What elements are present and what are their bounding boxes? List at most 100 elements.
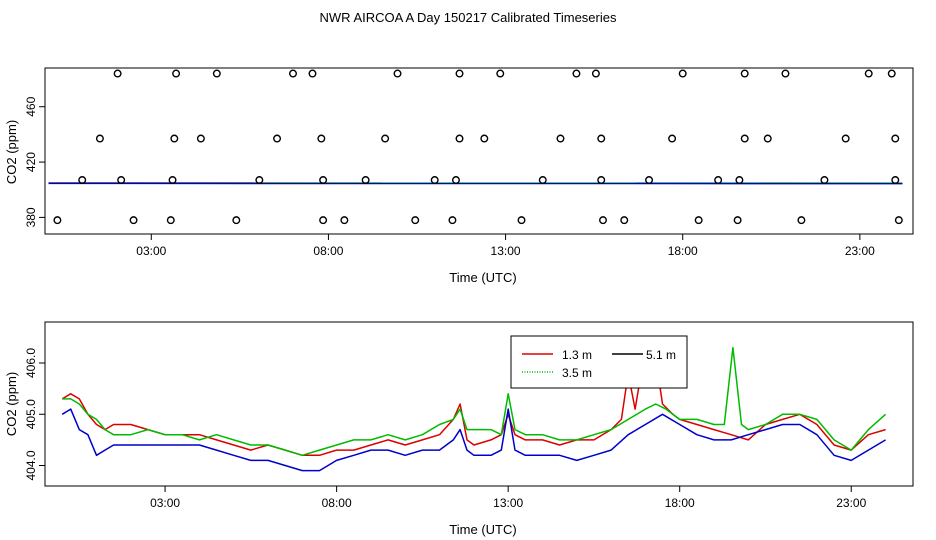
- top-x-tick-label: 23:00: [845, 244, 875, 258]
- bottom-series-1-3-m: [61, 357, 886, 457]
- outlier-point: [393, 69, 402, 78]
- outlier-point: [820, 176, 829, 185]
- top-y-tick-label: 420: [24, 152, 38, 172]
- outlier-point: [53, 216, 62, 225]
- top-plot-frame: [44, 67, 914, 235]
- bottom-panel: 404.0 405.0 406.0 03:00 08:00 13:00 18:00 23:0…: [4, 321, 914, 537]
- bottom-y-tick-label: 406.0: [24, 348, 38, 378]
- outlier-point: [891, 134, 900, 143]
- bottom-series-3-5-m: [62, 346, 887, 457]
- outlier-point: [455, 69, 464, 78]
- top-y-axis: 380 420 460: [24, 96, 45, 227]
- top-x-tick-label: 03:00: [136, 244, 166, 258]
- outlier-point: [735, 176, 744, 185]
- bottom-x-axis-title: Time (UTC): [449, 522, 516, 537]
- top-x-tick-label: 18:00: [668, 244, 698, 258]
- outlier-point: [597, 176, 606, 185]
- outlier-point: [841, 134, 850, 143]
- outlier-point: [212, 69, 221, 78]
- bottom-y-axis-title: CO2 (ppm): [4, 372, 19, 436]
- legend: 1.3 m 5.1 m 3.5 m: [510, 335, 688, 389]
- outlier-point: [763, 134, 772, 143]
- bottom-x-tick-label: 18:00: [665, 496, 695, 510]
- bottom-x-axis: 03:00 08:00 13:00 18:00 23:00: [150, 486, 867, 510]
- outlier-point: [733, 216, 742, 225]
- outlier-point: [129, 216, 138, 225]
- outlier-point: [797, 216, 806, 225]
- outlier-point: [317, 134, 326, 143]
- outlier-point: [714, 176, 723, 185]
- outlier-point: [894, 216, 903, 225]
- outlier-point: [289, 69, 298, 78]
- outlier-point: [678, 69, 687, 78]
- bottom-y-tick-label: 404.0: [24, 450, 38, 480]
- top-y-tick-label: 380: [24, 207, 38, 227]
- legend-label-1-3m: 1.3 m: [562, 348, 592, 362]
- outlier-point: [78, 176, 87, 185]
- outlier-point: [556, 134, 565, 143]
- outlier-point: [319, 216, 328, 225]
- outlier-point: [496, 69, 505, 78]
- outlier-point: [887, 69, 896, 78]
- bottom-series-lines: [61, 346, 887, 472]
- top-x-tick-label: 08:00: [313, 244, 343, 258]
- outlier-point: [319, 176, 328, 185]
- bottom-y-axis: 404.0 405.0 406.0: [24, 348, 45, 481]
- outlier-point: [381, 134, 390, 143]
- top-x-axis: 03:00 08:00 13:00 18:00 23:00: [136, 234, 875, 258]
- outlier-point: [308, 69, 317, 78]
- top-series-lines: [48, 182, 903, 185]
- bottom-x-tick-label: 23:00: [836, 496, 866, 510]
- outlier-point: [591, 69, 600, 78]
- outlier-point: [168, 176, 177, 185]
- outlier-point: [517, 216, 526, 225]
- outlier-point: [255, 176, 264, 185]
- bottom-x-tick-label: 03:00: [150, 496, 180, 510]
- outlier-point: [891, 176, 900, 185]
- outlier-point: [196, 134, 205, 143]
- outlier-point: [740, 69, 749, 78]
- outlier-point: [273, 134, 282, 143]
- legend-label-5-1m: 5.1 m: [646, 348, 676, 362]
- top-panel: 380 420 460 03:00 08:00 13:00 18:00 23:00 Time…: [4, 67, 914, 285]
- bottom-series-5-1-m: [61, 408, 886, 472]
- outlier-point: [599, 216, 608, 225]
- outlier-point: [448, 216, 457, 225]
- top-y-axis-title: CO2 (ppm): [4, 120, 19, 184]
- outlier-point: [166, 216, 175, 225]
- outlier-point: [864, 69, 873, 78]
- outlier-point: [538, 176, 547, 185]
- top-outlier-points: [53, 69, 903, 225]
- outlier-point: [361, 176, 370, 185]
- outlier-point: [668, 134, 677, 143]
- top-x-axis-title: Time (UTC): [449, 270, 516, 285]
- bottom-x-tick-label: 08:00: [322, 496, 352, 510]
- outlier-point: [430, 176, 439, 185]
- outlier-point: [620, 216, 629, 225]
- outlier-point: [411, 216, 420, 225]
- bottom-x-tick-label: 13:00: [493, 496, 523, 510]
- legend-box: [510, 335, 688, 389]
- bottom-plot-frame: [44, 321, 914, 487]
- outlier-point: [117, 176, 126, 185]
- top-y-tick-label: 460: [24, 96, 38, 116]
- outlier-point: [451, 176, 460, 185]
- outlier-point: [572, 69, 581, 78]
- outlier-point: [645, 176, 654, 185]
- outlier-point: [480, 134, 489, 143]
- top-x-tick-label: 13:00: [491, 244, 521, 258]
- outlier-point: [694, 216, 703, 225]
- bottom-y-tick-label: 405.0: [24, 399, 38, 429]
- outlier-point: [740, 134, 749, 143]
- outlier-point: [172, 69, 181, 78]
- outlier-point: [781, 69, 790, 78]
- outlier-point: [455, 134, 464, 143]
- outlier-point: [170, 134, 179, 143]
- outlier-point: [232, 216, 241, 225]
- outlier-point: [113, 69, 122, 78]
- outlier-point: [597, 134, 606, 143]
- chart-title: NWR AIRCOA A Day 150217 Calibrated Times…: [320, 10, 617, 25]
- outlier-point: [95, 134, 104, 143]
- legend-label-3-5m: 3.5 m: [562, 366, 592, 380]
